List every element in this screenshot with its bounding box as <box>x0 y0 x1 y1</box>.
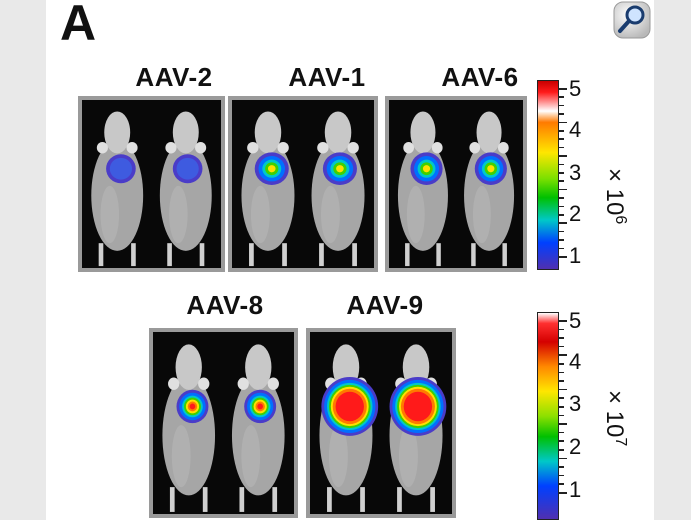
colorbar-tick-mark <box>559 214 564 216</box>
colorbar-tick-mark <box>559 414 564 417</box>
colorbar-tick-mark <box>559 205 564 208</box>
colorbar-tick-mark <box>559 180 564 182</box>
colorbar-tick-mark <box>559 431 564 434</box>
colorbar-tick-mark <box>559 138 564 140</box>
colorbar-bottom-tick-3: 3 <box>569 391 582 416</box>
image-panel-aav-9 <box>306 328 456 518</box>
colorbar-top-tick-4: 4 <box>569 117 582 142</box>
mouse <box>397 111 448 267</box>
colorbar-tick-mark <box>559 449 564 451</box>
colorbar-tick-mark <box>559 337 564 339</box>
colorbar-tick-mark <box>559 380 564 382</box>
colorbar-bottom-tick-1: 1 <box>569 477 582 502</box>
image-panel-aav-6 <box>385 96 527 272</box>
colorbar-tick-mark <box>559 239 564 241</box>
mouse <box>231 344 285 512</box>
mouse <box>311 111 365 267</box>
label-aav-6: AAV-6 <box>441 62 519 92</box>
colorbar-tick-mark <box>559 328 564 331</box>
colorbar-tick-mark <box>559 121 567 124</box>
image-panel-aav-1 <box>228 96 378 272</box>
colorbar-tick-mark <box>559 483 564 485</box>
colorbar-top-tick-5: 5 <box>569 76 582 101</box>
colorbar-tick-mark <box>559 188 567 191</box>
mouse <box>241 111 295 267</box>
colorbar-tick-mark <box>559 345 564 348</box>
colorbar-tick-mark <box>559 155 567 157</box>
colorbar-tick-mark <box>559 163 564 166</box>
signal-blob <box>487 165 495 173</box>
colorbar-tick-mark <box>559 96 564 98</box>
colorbar-tick-mark <box>559 354 567 356</box>
colorbar-tick-mark <box>559 222 567 224</box>
signal-blob <box>257 403 263 410</box>
signal-blob <box>422 165 431 173</box>
colorbar-tick-mark <box>559 256 567 258</box>
image-panel-aav-2 <box>78 96 225 272</box>
signal-blob <box>267 165 276 173</box>
colorbar-tick-mark <box>559 320 567 322</box>
signal-blob <box>403 391 433 422</box>
signal-blob <box>176 157 199 180</box>
colorbar-bottom-tick-4: 4 <box>569 349 582 374</box>
label-aav-2: AAV-2 <box>135 62 213 92</box>
panel-letter: A <box>60 0 97 51</box>
colorbar-tick-mark <box>559 247 564 250</box>
label-aav-1: AAV-1 <box>288 62 366 92</box>
colorbar-tick-mark <box>559 474 564 477</box>
image-panel-aav-8 <box>149 328 298 518</box>
mouse <box>162 344 216 512</box>
colorbar-bottom <box>537 312 559 520</box>
colorbar-bottom-tick-5: 5 <box>569 308 582 333</box>
colorbar-top-multiplier: × 106 <box>601 168 629 225</box>
signal-blob <box>189 403 196 410</box>
colorbar-tick-mark <box>559 230 564 233</box>
colorbar-tick-mark <box>559 388 567 391</box>
colorbar-top <box>537 80 559 270</box>
colorbar-tick-mark <box>559 363 564 365</box>
colorbar-tick-mark <box>559 371 564 374</box>
signal-blob <box>109 157 133 180</box>
colorbar-top-tick-2: 2 <box>569 201 582 226</box>
colorbar-tick-mark <box>559 423 567 425</box>
figure: A AAV-2 AAV-1 AAV-6 AAV-8 AAV-9 5 4 3 2 … <box>46 0 654 520</box>
colorbar-tick-mark <box>559 440 564 442</box>
colorbar-tick-mark <box>559 197 564 199</box>
colorbar-tick-mark <box>559 130 564 132</box>
colorbar-tick-mark <box>559 113 564 115</box>
colorbar-tick-mark <box>559 457 567 460</box>
colorbar-top-tick-1: 1 <box>569 243 582 268</box>
colorbar-tick-mark <box>559 406 564 408</box>
colorbar-tick-mark <box>559 104 564 107</box>
signal-blob <box>335 391 364 422</box>
colorbar-tick-mark <box>559 397 564 399</box>
colorbar-bottom-tick-2: 2 <box>569 434 582 459</box>
signal-blob <box>336 165 344 173</box>
magnifier-icon[interactable] <box>612 0 652 40</box>
colorbar-tick-mark <box>559 146 564 149</box>
label-aav-9: AAV-9 <box>346 290 424 320</box>
mouse <box>464 111 515 267</box>
colorbar-tick-mark <box>559 492 567 494</box>
label-aav-8: AAV-8 <box>186 290 264 320</box>
colorbar-top-tick-3: 3 <box>569 160 582 185</box>
colorbar-tick-mark <box>559 88 567 90</box>
colorbar-tick-mark <box>559 172 564 174</box>
colorbar-bottom-multiplier: × 107 <box>601 390 629 447</box>
mouse <box>159 111 212 267</box>
colorbar-tick-mark <box>559 466 564 468</box>
mouse <box>91 111 144 267</box>
